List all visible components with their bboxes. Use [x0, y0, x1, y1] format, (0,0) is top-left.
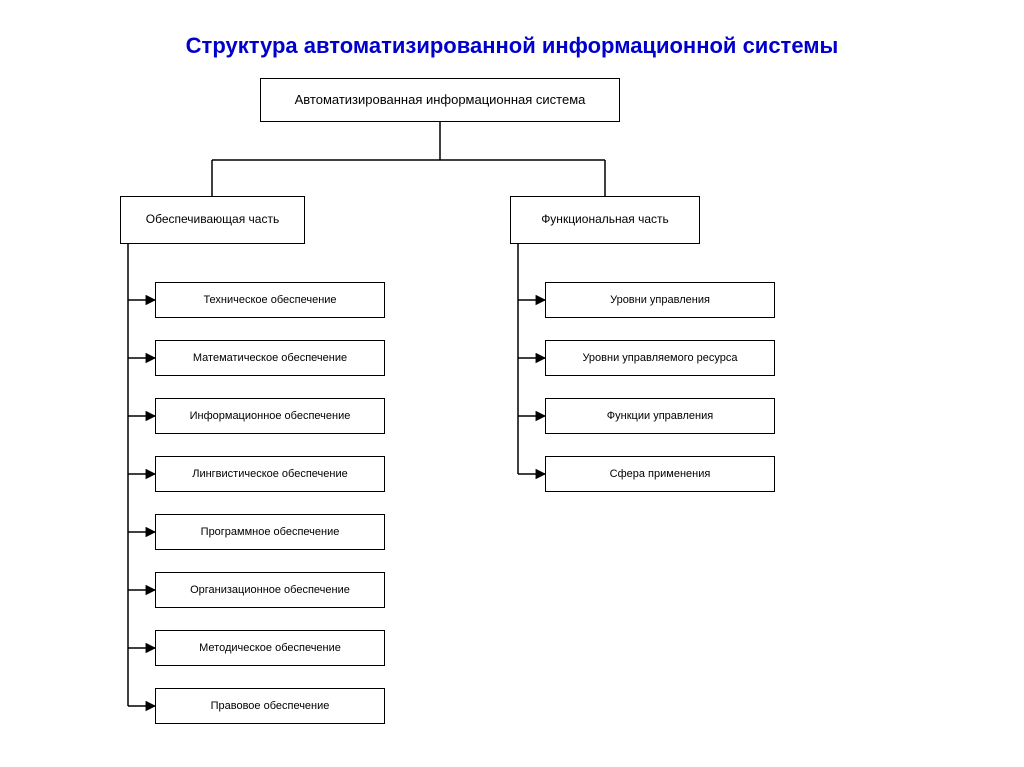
node-functional-part: Функциональная часть — [510, 196, 700, 244]
node-resource-levels: Уровни управляемого ресурса — [545, 340, 775, 376]
node-method-support: Методическое обеспечение — [155, 630, 385, 666]
node-legal-support: Правовое обеспечение — [155, 688, 385, 724]
node-app-scope: Сфера применения — [545, 456, 775, 492]
node-mgmt-levels: Уровни управления — [545, 282, 775, 318]
diagram-title: Структура автоматизированной информацион… — [0, 33, 1024, 59]
node-info-support: Информационное обеспечение — [155, 398, 385, 434]
diagram-canvas: Структура автоматизированной информацион… — [0, 0, 1024, 767]
node-supporting-part: Обеспечивающая часть — [120, 196, 305, 244]
node-root: Автоматизированная информационная систем… — [260, 78, 620, 122]
node-org-support: Организационное обеспечение — [155, 572, 385, 608]
node-tech-support: Техническое обеспечение — [155, 282, 385, 318]
node-math-support: Математическое обеспечение — [155, 340, 385, 376]
node-mgmt-functions: Функции управления — [545, 398, 775, 434]
node-prog-support: Программное обеспечение — [155, 514, 385, 550]
node-ling-support: Лингвистическое обеспечение — [155, 456, 385, 492]
